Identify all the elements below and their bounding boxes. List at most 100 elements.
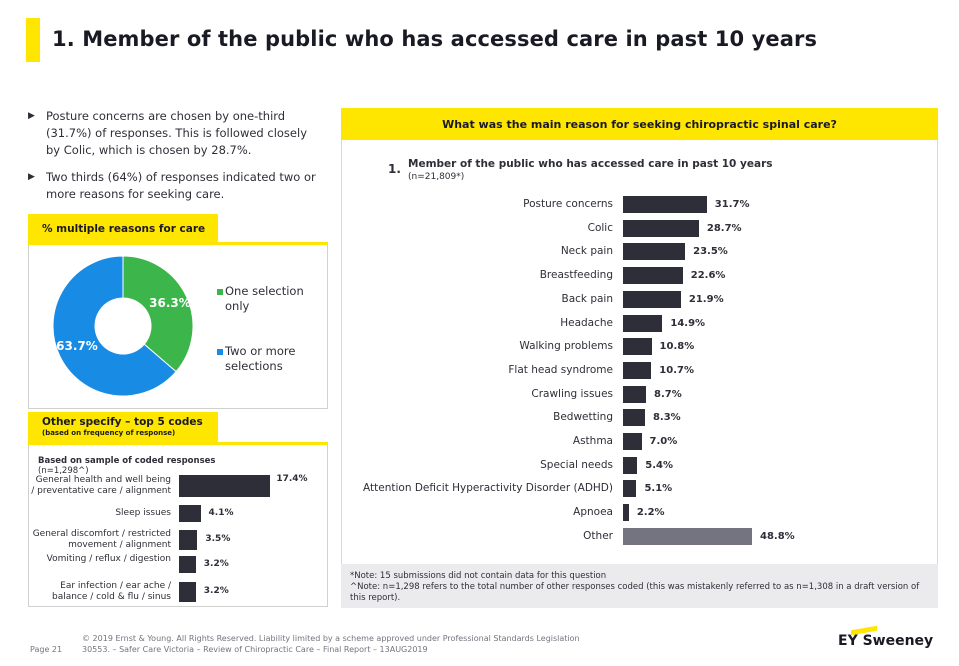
chart-sample-size: (n=21,809*) bbox=[408, 172, 465, 182]
bullet-text: Posture concerns are chosen by one-third… bbox=[46, 109, 308, 157]
multiple-reasons-tab: % multiple reasons for care bbox=[28, 214, 218, 242]
main-bar bbox=[623, 219, 699, 237]
page-number: Page 21 bbox=[30, 645, 63, 654]
main-bar-value: 5.1% bbox=[644, 483, 673, 495]
main-chart-panel: 1. Member of the public who has accessed… bbox=[341, 140, 938, 564]
main-bar-label: Breastfeeding bbox=[539, 269, 613, 282]
other-bar bbox=[179, 505, 201, 522]
main-bar bbox=[623, 196, 707, 213]
other-bar-value: 17.4% bbox=[276, 474, 308, 484]
main-bar-value: 21.9% bbox=[688, 293, 724, 305]
main-bar-value: 22.6% bbox=[690, 270, 726, 282]
other-bar-label: Ear infection / ear ache / balance / col… bbox=[51, 581, 171, 602]
main-bar-label: Special needs bbox=[540, 458, 613, 471]
bullet-item: ▶ Posture concerns are chosen by one-thi… bbox=[28, 108, 318, 159]
main-bar bbox=[623, 314, 663, 332]
donut-slice-one-selection bbox=[122, 255, 194, 373]
main-bar-value: 31.7% bbox=[714, 199, 750, 210]
main-bar bbox=[623, 480, 637, 498]
other-specify-panel: Based on sample of coded responses (n=1,… bbox=[28, 445, 328, 607]
main-bar-label: Walking problems bbox=[519, 340, 613, 353]
donut-label-two-or-more: 63.7% bbox=[56, 339, 98, 353]
chart-number: 1. bbox=[388, 162, 401, 176]
other-specify-tab: Other specify – top 5 codes (based on fr… bbox=[28, 412, 218, 442]
other-bar bbox=[179, 475, 271, 497]
key-findings: ▶ Posture concerns are chosen by one-thi… bbox=[28, 108, 318, 213]
donut-slice-two-or-more bbox=[52, 255, 177, 397]
notes-box: *Note: 15 submissions did not contain da… bbox=[341, 564, 938, 608]
main-bar-value: 8.7% bbox=[653, 388, 682, 400]
main-bar bbox=[623, 527, 752, 545]
copyright-text: © 2019 Ernst & Young. All Rights Reserve… bbox=[82, 634, 580, 643]
main-bar-value: 5.4% bbox=[645, 459, 673, 471]
main-bar-label: Crawling issues bbox=[531, 387, 613, 400]
main-bar-label: Posture concerns bbox=[523, 198, 613, 210]
main-bar-label: Back pain bbox=[561, 292, 613, 305]
triangle-bullet-icon: ▶ bbox=[28, 111, 35, 121]
main-bar bbox=[623, 504, 629, 522]
document-reference: 30553. – Safer Care Victoria – Review of… bbox=[82, 645, 428, 654]
main-bar bbox=[623, 243, 686, 261]
main-bar-label: Bedwetting bbox=[553, 411, 613, 424]
ey-sweeney-logo: EY Sweeney bbox=[838, 633, 934, 649]
multiple-reasons-donut-chart: 36.3% 63.7% bbox=[52, 255, 194, 397]
other-bar-label: Sleep issues bbox=[115, 508, 171, 518]
other-bar bbox=[179, 556, 196, 573]
legend-two-or-more: Two or more selections bbox=[225, 344, 296, 373]
main-bar bbox=[623, 409, 645, 427]
other-bar-label: General health and well being / preventa… bbox=[31, 475, 171, 496]
main-bar-label: Colic bbox=[587, 221, 613, 234]
chart-title: Member of the public who has accessed ca… bbox=[408, 158, 773, 170]
other-specify-rule bbox=[28, 442, 328, 445]
main-bar-label: Apnoea bbox=[573, 506, 613, 519]
multiple-reasons-title: % multiple reasons for care bbox=[42, 223, 206, 235]
main-bar-label: Headache bbox=[560, 316, 613, 329]
main-bar-value: 8.3% bbox=[652, 412, 681, 424]
main-bar-value: 23.5% bbox=[693, 246, 728, 258]
main-bar-value: 7.0% bbox=[649, 436, 678, 447]
main-bar-value: 14.9% bbox=[670, 317, 706, 329]
main-bar bbox=[623, 456, 638, 474]
main-bar-label: Attention Deficit Hyperactivity Disorder… bbox=[363, 482, 613, 495]
main-bar bbox=[623, 433, 642, 450]
main-bar-label: Asthma bbox=[572, 435, 613, 447]
main-question-header: What was the main reason for seeking chi… bbox=[341, 108, 938, 140]
main-bar bbox=[623, 385, 646, 403]
other-bar-value: 4.1% bbox=[208, 507, 234, 518]
note-missing-data: *Note: 15 submissions did not contain da… bbox=[350, 571, 607, 581]
main-bar-value: 10.8% bbox=[659, 341, 695, 353]
legend-one-selection: One selection only bbox=[225, 284, 304, 313]
other-bar-label: General discomfort / restricted movement… bbox=[32, 529, 171, 550]
main-bar-value: 48.8% bbox=[760, 530, 795, 542]
multiple-reasons-rule bbox=[28, 242, 328, 245]
other-specify-title: Other specify – top 5 codes bbox=[42, 416, 203, 428]
main-bar-value: 2.2% bbox=[636, 507, 665, 519]
note-coded-responses: ^Note: n=1,298 refers to the total numbe… bbox=[350, 582, 920, 603]
main-bar-value: 10.7% bbox=[659, 364, 694, 376]
other-specify-subtitle: (based on frequency of response) bbox=[42, 429, 176, 437]
main-bar bbox=[623, 267, 683, 285]
other-bar-label: Vomiting / reflux / digestion bbox=[46, 553, 171, 564]
other-bar-value: 3.5% bbox=[205, 534, 231, 544]
sample-n: (n=1,298^) bbox=[38, 466, 89, 476]
other-bar-value: 3.2% bbox=[203, 586, 229, 596]
title-accent-bar bbox=[26, 18, 40, 62]
bullet-item: ▶ Two thirds (64%) of responses indicate… bbox=[28, 169, 318, 203]
bullet-text: Two thirds (64%) of responses indicated … bbox=[46, 170, 316, 201]
main-bar bbox=[623, 290, 681, 308]
main-bar-value: 28.7% bbox=[706, 222, 742, 234]
legend-swatch-one bbox=[217, 289, 223, 295]
main-bar-label: Flat head syndrome bbox=[508, 363, 613, 376]
page-title: 1. Member of the public who has accessed… bbox=[52, 27, 818, 51]
other-bar-value: 3.2% bbox=[203, 558, 229, 569]
other-bar bbox=[179, 582, 196, 602]
multiple-reasons-panel: 36.3% 63.7% One selection only Two or mor… bbox=[28, 245, 328, 409]
other-bar bbox=[179, 530, 198, 550]
triangle-bullet-icon: ▶ bbox=[28, 172, 35, 182]
main-bar bbox=[623, 361, 652, 379]
sample-note: Based on sample of coded responses bbox=[38, 456, 216, 466]
legend-swatch-two bbox=[217, 349, 223, 355]
main-bar-label: Other bbox=[583, 529, 613, 542]
main-bar-label: Neck pain bbox=[560, 245, 613, 258]
donut-label-one-selection: 36.3% bbox=[149, 296, 191, 310]
